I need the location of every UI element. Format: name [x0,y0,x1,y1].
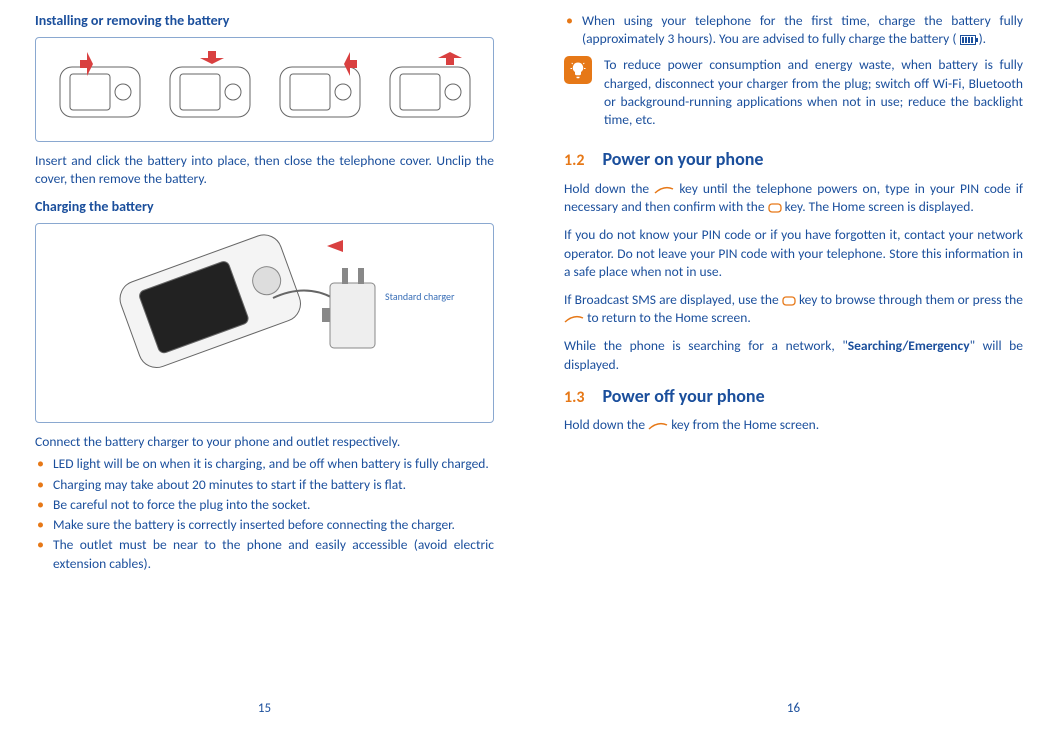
para-power-off: Hold down the key from the Home screen. [564,416,1023,434]
lightbulb-icon [564,56,592,84]
end-key-icon-2 [564,314,584,324]
charging-bullets: LED light will be on when it is charging… [35,455,494,572]
figure-charging: Standard charger [35,223,494,423]
battery-full-icon [960,35,976,45]
ok-key-icon [768,203,782,213]
bullet-first-charge: When using your telephone for the first … [564,12,1023,48]
end-key-icon [654,185,674,195]
section-name-power-off: Power off your phone [603,384,765,408]
section-1-3-title: 1.3 Power off your phone [564,384,1023,409]
end-key-icon-3 [648,421,668,431]
bullet-led: LED light will be on when it is charging… [35,455,494,473]
charging-svg: Standard charger [45,228,485,418]
section-1-2-title: 1.2 Power on your phone [564,147,1023,172]
para-insert-battery: Insert and click the battery into place,… [35,152,494,188]
heading-charging: Charging the battery [35,198,494,217]
bullet-outlet-near: The outlet must be near to the phone and… [35,536,494,572]
figure-battery-steps [35,37,494,142]
section-name-power-on: Power on your phone [603,147,764,171]
tip-text: To reduce power consumption and energy w… [604,56,1023,129]
section-num-1-3: 1.3 [564,387,585,409]
bullet-force-plug: Be careful not to force the plug into th… [35,496,494,514]
page-number-right: 16 [787,700,800,718]
para-broadcast-sms: If Broadcast SMS are displayed, use the … [564,291,1023,327]
battery-steps-svg [45,42,485,137]
top-bullet-list: When using your telephone for the first … [564,12,1023,48]
heading-install-battery: Installing or removing the battery [35,12,494,31]
ok-key-icon-2 [782,296,796,306]
page-right: When using your telephone for the first … [529,0,1058,730]
para-power-on-1: Hold down the key until the telephone po… [564,180,1023,216]
page-number-left: 15 [258,700,271,718]
page-left: Installing or removing the battery [0,0,529,730]
tip-block: To reduce power consumption and energy w… [564,56,1023,129]
label-standard-charger: Standard charger [385,290,455,303]
para-pin-unknown: If you do not know your PIN code or if y… [564,226,1023,281]
bullet-20min: Charging may take about 20 minutes to st… [35,476,494,494]
section-num-1-2: 1.2 [564,150,585,172]
bullet-insert-first: Make sure the battery is correctly inser… [35,516,494,534]
para-searching: While the phone is searching for a netwo… [564,337,1023,373]
para-connect-charger: Connect the battery charger to your phon… [35,433,494,451]
